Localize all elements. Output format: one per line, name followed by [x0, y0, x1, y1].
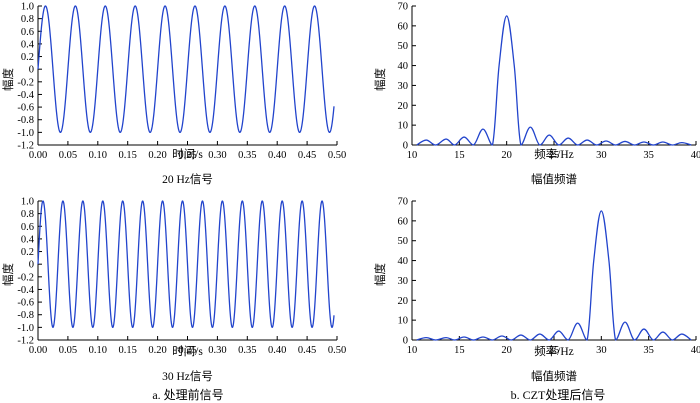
x-tick-label: 15 [454, 345, 465, 356]
chart-signal_30hz: 0.00 0.05 0.10 0.15 0.20 0.25 0.30 0.35 0.40 0.45… [1, 197, 346, 384]
y-tick-label: -1.2 [17, 336, 34, 347]
y-tick-label: 0 [29, 65, 34, 76]
x-tick-label: 25 [549, 345, 560, 356]
x-axis-label: 时间/s [172, 148, 203, 161]
x-tick-label: 0.35 [238, 345, 256, 356]
x-tick-label: 0.25 [178, 150, 196, 161]
y-tick-label: -0.8 [17, 115, 34, 126]
y-tick-label: 0.2 [21, 52, 34, 63]
series-line [416, 210, 692, 341]
x-tick-label: 0.50 [328, 345, 346, 356]
y-tick-label: 70 [398, 197, 409, 208]
y-tick-label: -0.2 [17, 272, 34, 283]
x-tick-label: 0.25 [178, 345, 196, 356]
x-tick-label: 0.15 [119, 345, 137, 356]
x-axis-label: 频率/Hz [534, 147, 574, 161]
caption-a: a. 处理前信号 [152, 387, 223, 402]
chart-subtitle: 30 Hz信号 [162, 370, 213, 383]
x-tick-label: 0.10 [89, 345, 107, 356]
series-line [37, 5, 335, 134]
x-tick-label: 0.05 [59, 150, 77, 161]
x-tick-label: 0.15 [119, 150, 137, 161]
x-tick-label: 20 [501, 150, 512, 161]
x-tick-label: 0.00 [29, 345, 47, 356]
caption-b: b. CZT处理后信号 [511, 388, 606, 402]
y-axis-label: 幅度 [1, 68, 15, 91]
x-axis-label: 频率/Hz [534, 344, 574, 358]
y-tick-label: 0.4 [21, 39, 35, 50]
chart-subtitle: 幅值频谱 [531, 172, 577, 186]
x-tick-label: 40 [691, 345, 700, 356]
x-tick-label: 0.20 [148, 345, 166, 356]
y-tick-label: -0.4 [17, 285, 34, 296]
y-tick-label: -1.2 [17, 141, 34, 152]
x-tick-label: 0.50 [328, 150, 346, 161]
y-tick-label: -1.0 [17, 323, 34, 334]
y-tick-label: 40 [398, 256, 409, 267]
y-tick-label: 1.0 [21, 2, 34, 13]
x-tick-label: 0.45 [298, 150, 316, 161]
chart-subtitle: 20 Hz信号 [162, 173, 213, 186]
y-tick-label: 60 [398, 216, 409, 227]
x-tick-label: 10 [407, 150, 418, 161]
y-tick-label: 0.8 [21, 14, 34, 25]
y-tick-label: -0.2 [17, 77, 34, 88]
y-tick-label: 0 [29, 260, 34, 271]
x-tick-label: 35 [643, 345, 654, 356]
x-tick-label: 0.40 [268, 150, 286, 161]
y-tick-label: 0.8 [21, 209, 34, 220]
y-tick-label: 0.4 [21, 234, 35, 245]
y-tick-label: 10 [398, 316, 409, 327]
x-tick-label: 40 [691, 150, 700, 161]
y-axis-label: 幅度 [373, 68, 387, 91]
chart-subtitle: 幅值频谱 [531, 369, 577, 383]
y-tick-label: -0.6 [17, 298, 34, 309]
y-axis-label: 幅度 [373, 263, 387, 286]
y-tick-label: -0.6 [17, 103, 34, 114]
y-tick-label: -0.8 [17, 310, 34, 321]
y-tick-label: 0 [403, 141, 408, 152]
x-tick-label: 0.10 [89, 150, 107, 161]
y-tick-label: 20 [398, 296, 409, 307]
x-tick-label: 25 [549, 150, 560, 161]
x-tick-label: 30 [596, 150, 607, 161]
x-tick-label: 0.05 [59, 345, 77, 356]
y-tick-label: 0.2 [21, 247, 34, 258]
x-tick-label: 0.35 [238, 150, 256, 161]
y-tick-label: -1.0 [17, 128, 34, 139]
y-tick-label: 50 [398, 236, 409, 247]
y-tick-label: 0.6 [21, 222, 34, 233]
x-tick-label: 0.20 [148, 150, 166, 161]
y-tick-label: 10 [398, 121, 409, 132]
y-tick-label: 40 [398, 61, 409, 72]
x-tick-label: 20 [501, 345, 512, 356]
y-tick-label: 0.6 [21, 27, 34, 38]
x-tick-label: 0.30 [208, 345, 226, 356]
x-tick-label: 0.30 [208, 150, 226, 161]
y-tick-label: 70 [398, 2, 409, 13]
x-axis-label: 时间/s [172, 345, 203, 358]
y-tick-label: 0 [403, 336, 408, 347]
series-line [416, 15, 692, 146]
x-tick-label: 0.40 [268, 345, 286, 356]
chart-signal_20hz: 0.00 0.05 0.10 0.15 0.20 0.25 0.30 0.35 0.40 0.45… [1, 2, 346, 187]
y-tick-label: 30 [398, 276, 409, 287]
x-tick-label: 10 [407, 345, 418, 356]
x-tick-label: 0.00 [29, 150, 47, 161]
y-tick-label: 20 [398, 101, 409, 112]
series-line [37, 200, 335, 329]
x-tick-label: 35 [643, 150, 654, 161]
y-tick-label: 1.0 [21, 197, 34, 208]
y-tick-label: -0.4 [17, 90, 34, 101]
y-tick-label: 30 [398, 81, 409, 92]
x-tick-label: 30 [596, 345, 607, 356]
y-axis-label: 幅度 [1, 263, 15, 286]
x-tick-label: 0.45 [298, 345, 316, 356]
y-tick-label: 60 [398, 21, 409, 32]
y-tick-label: 50 [398, 41, 409, 52]
x-tick-label: 15 [454, 150, 465, 161]
